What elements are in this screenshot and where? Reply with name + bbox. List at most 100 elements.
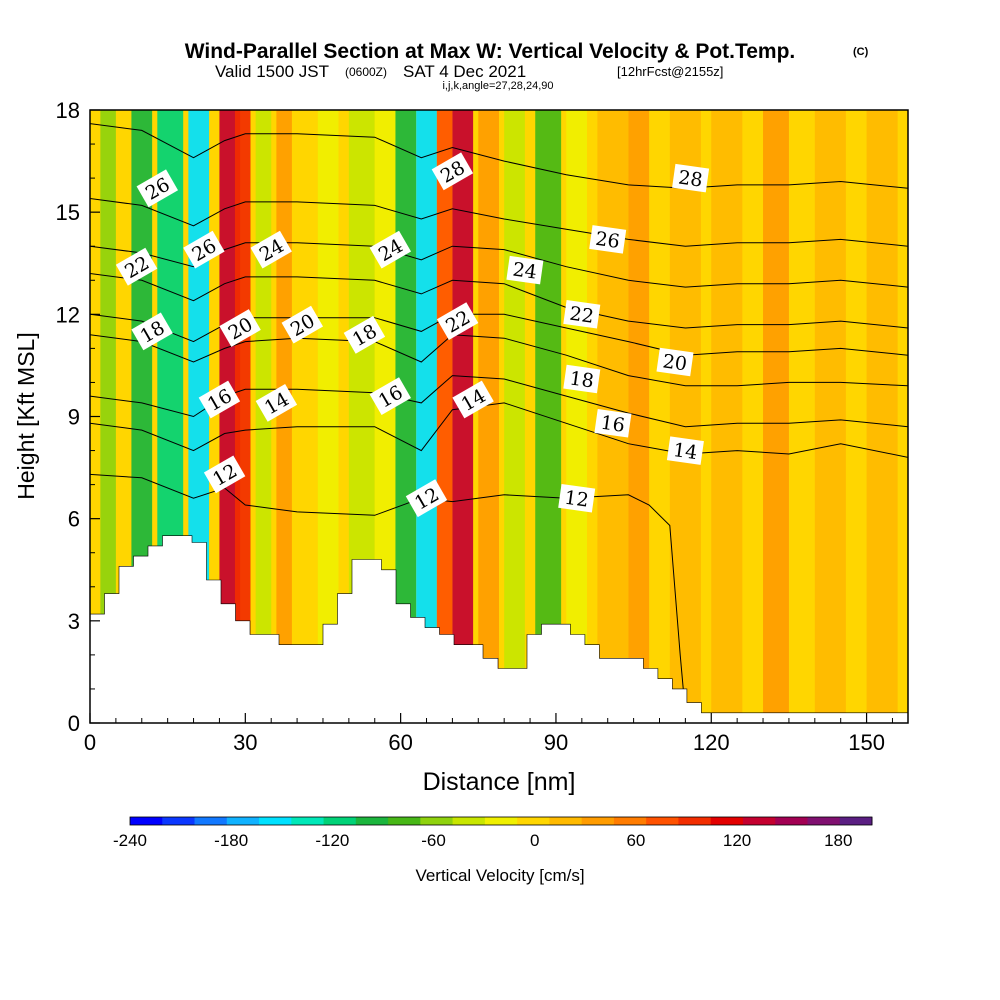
contour-label-24: 24: [506, 255, 544, 285]
contour-label-box: [594, 409, 632, 438]
colorbar-swatch: [775, 817, 808, 825]
contour-label-box: [115, 247, 158, 286]
contour-label-box: [198, 380, 241, 419]
contour-label-box: [589, 225, 627, 254]
contour-label-box: [452, 380, 494, 419]
contour-label-box: [666, 436, 704, 465]
contour-label-28: 28: [672, 163, 710, 193]
y-tick-label: 9: [68, 405, 80, 430]
velocity-band: [436, 110, 453, 723]
x-tick-label: 90: [544, 730, 568, 755]
y-tick-label: 12: [56, 302, 80, 327]
contour-label-text: 24: [511, 259, 538, 284]
colorbar-swatch: [130, 817, 163, 825]
contour-label-text: 18: [568, 367, 595, 392]
x-tick-label: 60: [388, 730, 412, 755]
y-tick-label: 18: [56, 98, 80, 123]
forecast-label: [12hrFcst@2155z]: [617, 64, 723, 79]
colorbar-swatch: [710, 817, 744, 825]
contour-label-box: [436, 302, 479, 340]
terrain-mask: [90, 535, 908, 723]
velocity-band: [452, 110, 474, 723]
contour-label-text: 26: [594, 228, 621, 253]
contour-label-text: 12: [563, 487, 590, 512]
theta-contour-28: [90, 123, 908, 189]
colorbar-swatch: [517, 817, 550, 825]
colorbar-tick-label: 0: [530, 831, 539, 850]
theta-contour-14: [90, 402, 908, 458]
copyright-mark: (C): [853, 46, 869, 58]
y-tick-label: 0: [68, 711, 80, 736]
colorbar-tick-label: -240: [113, 831, 147, 850]
velocity-band: [395, 110, 417, 723]
contour-label-20: 20: [656, 347, 694, 377]
contour-label-26: 26: [589, 225, 627, 254]
velocity-band: [866, 110, 898, 723]
contour-label-box: [343, 315, 386, 354]
colorbar-swatch: [259, 817, 292, 825]
y-tick-label: 15: [56, 200, 80, 225]
colorbar-swatch: [226, 817, 260, 825]
colorbar-swatch: [291, 817, 325, 825]
contour-label-16: 16: [594, 409, 632, 438]
colorbar-swatch: [678, 817, 712, 825]
theta-contour-22: [90, 273, 908, 329]
colorbar-swatch: [581, 817, 615, 825]
contour-label-box: [506, 255, 544, 285]
contour-label-18: 18: [563, 364, 601, 394]
colorbar-swatch: [162, 817, 196, 825]
contour-label-box: [203, 455, 246, 494]
contour-label-text: 16: [599, 412, 626, 437]
colorbar-tick-label: -120: [315, 831, 349, 850]
velocity-band: [234, 110, 251, 723]
colorbar-swatch: [839, 817, 873, 825]
colorbar-swatch: [194, 817, 228, 825]
velocity-band: [566, 110, 588, 723]
colorbar-swatch: [420, 817, 454, 825]
colorbar-frame: [129, 816, 873, 826]
velocity-band: [100, 110, 116, 723]
contour-label-box: [672, 163, 710, 193]
colorbar-swatch: [807, 817, 841, 825]
colorbar-swatch: [355, 817, 389, 825]
velocity-band: [814, 110, 846, 723]
colorbar-tick-label: -60: [421, 831, 446, 850]
contour-label-22: 22: [563, 300, 601, 329]
x-tick-label: 120: [693, 730, 730, 755]
valid-date-label: SAT 4 Dec 2021: [403, 62, 526, 81]
x-tick-label: 30: [233, 730, 257, 755]
colorbar-tick-label: -180: [214, 831, 248, 850]
contour-label-box: [255, 384, 298, 422]
axes: 0 30 60 90 120 150 0 3 6 9 12 15 18: [56, 98, 893, 755]
velocity-band: [711, 110, 743, 723]
contour-label-20: 20: [219, 309, 261, 347]
contour-label-box: [405, 479, 448, 518]
velocity-band: [276, 110, 292, 723]
contour-label-box: [558, 483, 596, 513]
colorbar-label: Vertical Velocity [cm/s]: [415, 866, 584, 885]
contour-label-box: [219, 309, 261, 347]
colorbar-swatch: [549, 817, 583, 825]
contour-label-box: [431, 152, 474, 191]
colorbar-swatch: [323, 817, 357, 825]
colorbar-tick-label: 120: [723, 831, 751, 850]
velocity-band: [669, 110, 701, 723]
contour-label-box: [183, 230, 225, 269]
grid-index-label: i,j,k,angle=27,28,24,90: [442, 80, 553, 92]
velocity-band: [535, 110, 562, 723]
valid-time-label: Valid 1500 JST: [215, 62, 329, 81]
velocity-band: [317, 110, 339, 723]
contour-label-box: [563, 300, 601, 329]
colorbar-swatch: [742, 817, 776, 825]
y-tick-label: 6: [68, 507, 80, 532]
contour-label-box: [250, 230, 292, 269]
colorbar-tick-label: 60: [626, 831, 645, 850]
y-axis-label: Height [Kft MSL]: [13, 332, 39, 499]
contour-label-box: [369, 230, 412, 269]
contour-label-12: 12: [558, 483, 596, 513]
valid-utc-label: (0600Z): [345, 65, 387, 79]
colorbar-tick-label: 180: [824, 831, 852, 850]
x-tick-label: 0: [84, 730, 96, 755]
x-tick-label: 150: [848, 730, 885, 755]
